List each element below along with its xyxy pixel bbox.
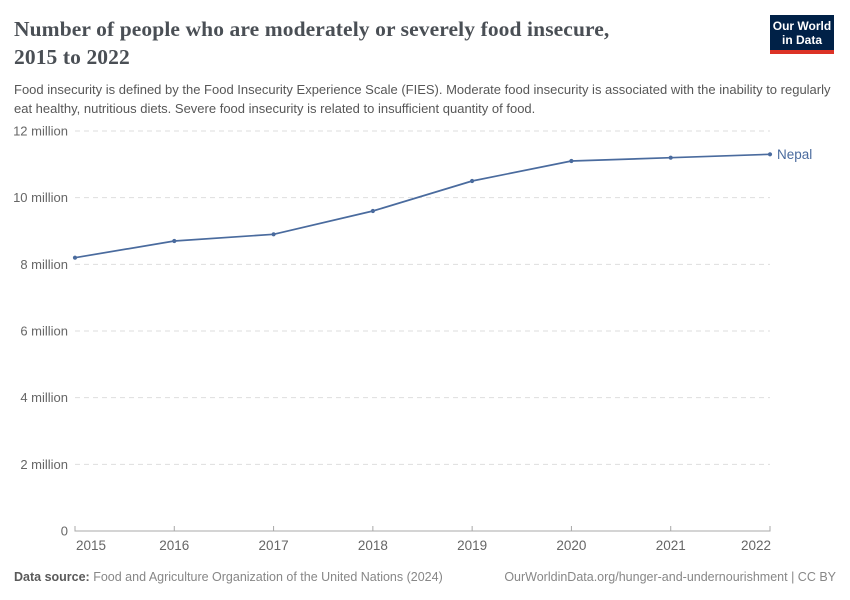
chart-subtitle: Food insecurity is defined by the Food I… (14, 82, 831, 116)
y-tick-label: 4 million (20, 390, 68, 405)
data-point[interactable] (767, 152, 773, 157)
data-source-label: Data source: (14, 570, 90, 584)
x-tick-label: 2020 (556, 538, 586, 553)
chart-title: Number of people who are moderately or s… (14, 15, 836, 71)
line-chart: 0 2 million 4 million 6 million 8 million 10 … (13, 124, 812, 554)
data-line-nepal[interactable] (74, 153, 771, 259)
footer-right: OurWorldinData.org/hunger-and-undernouri… (504, 569, 836, 585)
x-tick-label: 2015 (76, 538, 106, 553)
data-point[interactable] (470, 178, 475, 184)
data-point[interactable] (370, 208, 375, 214)
x-tick-label: 2021 (656, 538, 686, 553)
owid-url-link[interactable]: OurWorldinData.org/hunger-and-undernouri… (504, 570, 788, 584)
x-tick-label: 2019 (457, 538, 487, 553)
data-source: Data source: Food and Agriculture Organi… (14, 569, 443, 585)
data-source-text: Food and Agriculture Organization of the… (93, 570, 443, 584)
owid-logo-line-1: Our World (772, 19, 832, 33)
chart-header: Number of people who are moderately or s… (14, 15, 836, 118)
data-point[interactable] (271, 232, 276, 237)
x-tick-label: 2022 (741, 538, 771, 553)
x-tick-label: 2016 (159, 538, 189, 553)
y-tick-label: 10 million (13, 190, 68, 205)
chart-title-line-1: Number of people who are moderately or s… (14, 17, 610, 41)
y-tick-label: 6 million (20, 324, 68, 339)
data-point[interactable] (72, 255, 78, 260)
y-tick-label: 2 million (20, 457, 68, 472)
x-tick-label: 2018 (358, 538, 388, 553)
x-axis (74, 526, 771, 532)
chart-footer: Data source: Food and Agriculture Organi… (14, 569, 836, 585)
y-tick-label: 0 (61, 524, 68, 539)
data-point[interactable] (668, 155, 673, 160)
y-tick-label: 12 million (13, 124, 68, 139)
data-point[interactable] (172, 238, 177, 244)
series-label-nepal[interactable]: Nepal (777, 147, 812, 162)
y-tick-label: 8 million (20, 257, 68, 272)
chart-title-line-2: 2015 to 2022 (14, 45, 130, 69)
license-label: CC BY (797, 570, 836, 584)
x-tick-label: 2017 (259, 538, 289, 553)
owid-logo[interactable]: Our World in Data (770, 15, 834, 54)
data-point[interactable] (569, 158, 574, 164)
footer-separator: | (791, 570, 795, 584)
owid-logo-line-2: in Data (781, 33, 822, 47)
